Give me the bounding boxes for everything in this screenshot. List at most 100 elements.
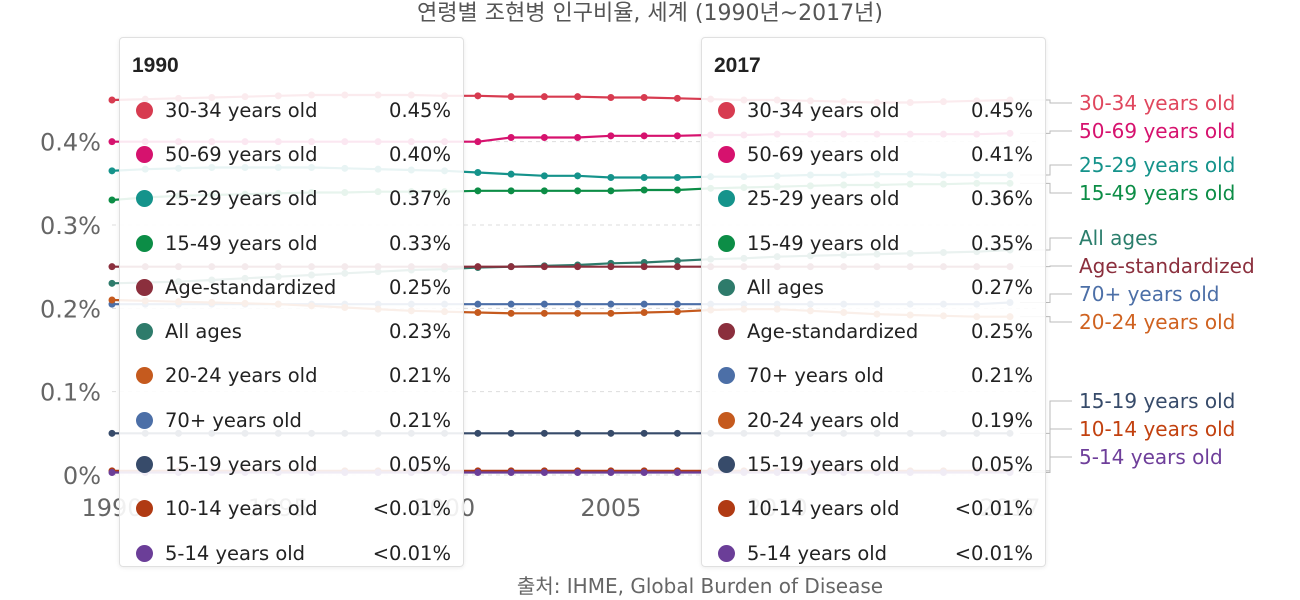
tooltip-row: All ages 0.27% [714, 265, 1033, 309]
tooltip-series-name: 15-49 years old [165, 231, 318, 255]
data-point [607, 187, 615, 195]
data-point [574, 93, 582, 101]
tooltip-row: 50-69 years old 0.40% [132, 132, 451, 176]
tooltip-row: 25-29 years old 0.36% [714, 177, 1033, 221]
data-point [574, 187, 582, 195]
data-point [540, 263, 548, 271]
data-point [607, 174, 615, 181]
tooltip-series-value: 0.35% [971, 231, 1033, 255]
data-point [474, 429, 482, 437]
data-point [640, 300, 648, 308]
data-point [474, 92, 482, 100]
tooltip-series-value: 0.21% [389, 364, 451, 388]
data-point [574, 469, 582, 476]
data-point [540, 429, 548, 437]
data-point [474, 187, 482, 195]
data-point [507, 93, 515, 101]
tooltip-series-name: 15-19 years old [165, 453, 318, 477]
tooltip-2017: 2017 30-34 years old 0.45% 50-69 years old 0… [701, 37, 1046, 567]
tooltip-series-name: 15-19 years old [747, 453, 900, 477]
data-point [540, 300, 548, 308]
y-tick-label: 0.1% [40, 379, 101, 407]
data-point [574, 309, 582, 317]
data-point [474, 263, 482, 271]
data-point [108, 96, 116, 104]
tooltip-year: 2017 [714, 54, 761, 77]
tooltip-series-value: 0.33% [389, 231, 451, 255]
data-point [540, 134, 548, 141]
data-point [540, 187, 548, 195]
end-label: Age-standardized [1079, 254, 1255, 278]
data-point [507, 170, 515, 178]
tooltip-series-value: 0.41% [971, 142, 1033, 166]
data-point [108, 167, 116, 175]
legend-dot-icon [718, 544, 735, 562]
tooltip-series-value: <0.01% [954, 497, 1033, 521]
tooltip-series-name: 25-29 years old [747, 187, 900, 211]
tooltip-row: 5-14 years old <0.01% [132, 531, 451, 575]
data-point [507, 300, 515, 308]
end-label: All ages [1079, 226, 1158, 250]
tooltip-row: 15-49 years old 0.35% [714, 221, 1033, 265]
legend-dot-icon [136, 190, 153, 208]
legend-dot-icon [136, 234, 153, 252]
tooltip-row: 10-14 years old <0.01% [714, 487, 1033, 531]
data-point [673, 174, 681, 181]
end-label: 20-24 years old [1079, 310, 1235, 334]
legend-dot-icon [718, 456, 735, 474]
legend-dot-icon [136, 411, 153, 429]
tooltip-row: 25-29 years old 0.37% [132, 177, 451, 221]
tooltip-row: 70+ years old 0.21% [714, 354, 1033, 398]
data-point [640, 429, 648, 437]
legend-dot-icon [136, 101, 153, 119]
tooltip-series-name: All ages [747, 275, 824, 299]
tooltip-series-value: 0.25% [971, 320, 1033, 344]
tooltip-series-name: 20-24 years old [747, 408, 900, 432]
data-point [640, 186, 648, 194]
tooltip-row: 15-19 years old 0.05% [714, 442, 1033, 486]
data-point [474, 300, 482, 308]
legend-dot-icon [136, 544, 153, 562]
legend-dot-icon [136, 500, 153, 518]
data-point [507, 187, 515, 195]
y-tick-label: 0.2% [40, 295, 101, 323]
end-label: 25-29 years old [1079, 153, 1235, 177]
tooltip-row: 20-24 years old 0.19% [714, 398, 1033, 442]
tooltip-series-name: 25-29 years old [165, 187, 318, 211]
data-point [474, 469, 482, 476]
tooltip-series-name: 5-14 years old [747, 541, 888, 565]
legend-dot-icon [136, 278, 153, 296]
data-point [673, 94, 681, 102]
tooltip-row: 50-69 years old 0.41% [714, 132, 1033, 176]
tooltip-series-name: 70+ years old [747, 364, 884, 388]
data-point [673, 132, 681, 140]
data-point [574, 429, 582, 437]
end-label: 15-49 years old [1079, 181, 1235, 205]
data-point [474, 309, 482, 316]
data-point [673, 429, 681, 437]
data-point [108, 196, 116, 204]
tooltip-row: 10-14 years old <0.01% [132, 487, 451, 531]
legend-dot-icon [136, 145, 153, 163]
tooltip-series-name: 70+ years old [165, 408, 302, 432]
tooltip-series-value: 0.05% [971, 453, 1033, 477]
tooltip-series-name: Age-standardized [747, 320, 919, 344]
tooltip-row: 20-24 years old 0.21% [132, 354, 451, 398]
tooltip-row: Age-standardized 0.25% [714, 309, 1033, 353]
tooltip-series-name: 5-14 years old [165, 541, 306, 565]
data-point [108, 469, 116, 476]
tooltip-series-value: 0.40% [389, 142, 451, 166]
data-point [640, 469, 648, 476]
legend-dot-icon [718, 323, 735, 341]
data-point [673, 469, 681, 476]
data-point [507, 134, 515, 141]
data-point [640, 132, 648, 140]
end-label: 50-69 years old [1079, 119, 1235, 143]
end-label: 5-14 years old [1079, 445, 1223, 469]
tooltip-series-name: All ages [165, 320, 242, 344]
data-point [507, 469, 515, 476]
tooltip-series-value: 0.36% [971, 187, 1033, 211]
tooltip-row: 30-34 years old 0.45% [132, 88, 451, 132]
data-point [108, 279, 116, 287]
end-labels: 30-34 years old 50-69 years old 25-29 year… [1020, 91, 1255, 473]
